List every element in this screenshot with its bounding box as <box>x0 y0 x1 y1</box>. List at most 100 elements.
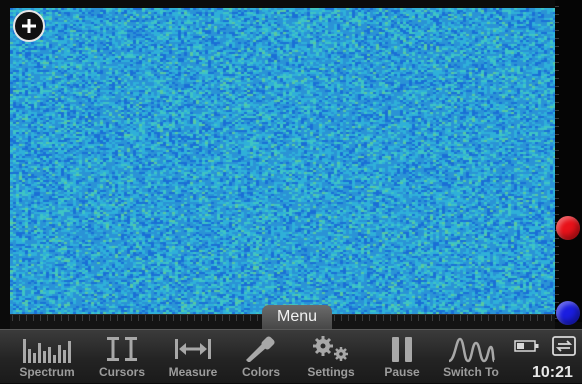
cursors-label: Cursors <box>98 365 145 379</box>
spectrum-bars-icon <box>23 339 71 363</box>
rail-tick <box>555 30 559 31</box>
spectrum-button[interactable]: Spectrum <box>14 330 80 384</box>
ruler-tick <box>131 315 132 321</box>
rail-tick <box>555 118 559 119</box>
ruler-tick <box>208 315 209 321</box>
measure-button[interactable]: Measure <box>162 330 224 384</box>
ruler-tick <box>439 315 440 321</box>
ruler-tick <box>460 315 461 321</box>
rail-tick <box>555 6 559 7</box>
screen-mirror-icon <box>552 336 576 356</box>
rail-tick <box>555 182 559 183</box>
rail-tick <box>555 278 559 279</box>
rail-tick <box>555 94 559 95</box>
ruler-tick <box>425 315 426 321</box>
rail-tick <box>555 302 559 303</box>
ruler-tick <box>68 315 69 321</box>
ruler-tick <box>215 315 216 321</box>
ruler-tick <box>138 315 139 321</box>
ruler-tick <box>432 315 433 321</box>
rail-tick <box>555 294 559 295</box>
rail-tick <box>555 150 559 151</box>
level-scale <box>555 0 582 322</box>
ruler-tick <box>537 315 538 321</box>
add-button[interactable] <box>13 10 45 42</box>
waveform-icon <box>448 337 495 363</box>
settings-button[interactable]: Settings <box>300 330 362 384</box>
rail-tick <box>555 126 559 127</box>
ruler-tick <box>453 315 454 321</box>
ruler-tick <box>495 315 496 321</box>
ruler-tick <box>544 315 545 321</box>
rail-tick <box>555 54 559 55</box>
ruler-tick <box>89 315 90 321</box>
measure-label: Measure <box>168 365 218 379</box>
ruler-tick <box>180 315 181 321</box>
menu-tab[interactable]: Menu <box>262 305 332 329</box>
status-area: 10:21 <box>506 330 582 384</box>
top-level-marker[interactable] <box>556 216 580 240</box>
ruler-tick <box>159 315 160 321</box>
ruler-tick <box>110 315 111 321</box>
ruler-tick <box>257 315 258 321</box>
ruler-tick <box>194 315 195 321</box>
gears-icon <box>313 336 348 361</box>
ruler-tick <box>369 315 370 321</box>
ruler-tick <box>236 315 237 321</box>
ruler-tick <box>404 315 405 321</box>
ruler-tick <box>75 315 76 321</box>
ruler-tick <box>82 315 83 321</box>
switch-to-label: Switch To <box>443 365 499 379</box>
rail-tick <box>555 102 559 103</box>
ruler-tick <box>418 315 419 321</box>
ruler-tick <box>243 315 244 321</box>
ruler-tick <box>40 315 41 321</box>
ruler-tick <box>61 315 62 321</box>
rail-tick <box>555 174 559 175</box>
ruler-tick <box>481 315 482 321</box>
switch-to-button[interactable]: Switch To <box>436 330 506 384</box>
battery-icon <box>514 340 539 352</box>
ruler-tick <box>341 315 342 321</box>
ruler-tick <box>348 315 349 321</box>
cursors-button[interactable]: Cursors <box>92 330 152 384</box>
settings-label: Settings <box>307 365 355 379</box>
ruler-tick <box>523 315 524 321</box>
rail-tick <box>555 270 559 271</box>
ruler-tick <box>397 315 398 321</box>
ruler-tick <box>187 315 188 321</box>
pause-button[interactable]: Pause <box>376 330 428 384</box>
bottom-level-marker[interactable] <box>556 301 580 325</box>
ruler-tick <box>103 315 104 321</box>
ruler-tick <box>19 315 20 321</box>
ruler-tick <box>166 315 167 321</box>
plus-icon <box>22 19 36 33</box>
ruler-tick <box>152 315 153 321</box>
pause-icon <box>392 337 412 362</box>
rail-tick <box>555 46 559 47</box>
ruler-tick <box>488 315 489 321</box>
spectrum-label: Spectrum <box>19 365 75 379</box>
ruler-tick <box>474 315 475 321</box>
ruler-tick <box>390 315 391 321</box>
ruler-tick <box>362 315 363 321</box>
rail-tick <box>555 14 559 15</box>
bottom-toolbar: Spectrum Cursors Measure Colors <box>0 329 582 383</box>
spectrogram-waterfall[interactable] <box>10 8 555 314</box>
ruler-tick <box>229 315 230 321</box>
ruler-tick <box>47 315 48 321</box>
ruler-tick <box>250 315 251 321</box>
ruler-tick <box>446 315 447 321</box>
ruler-tick <box>502 315 503 321</box>
cursors-icon <box>107 337 137 361</box>
rail-tick <box>555 110 559 111</box>
ruler-tick <box>96 315 97 321</box>
rail-tick <box>555 254 559 255</box>
rail-tick <box>555 70 559 71</box>
ruler-tick <box>173 315 174 321</box>
measure-icon <box>175 339 211 359</box>
colors-button[interactable]: Colors <box>234 330 288 384</box>
ruler-tick <box>33 315 34 321</box>
ruler-tick <box>145 315 146 321</box>
ruler-tick <box>201 315 202 321</box>
